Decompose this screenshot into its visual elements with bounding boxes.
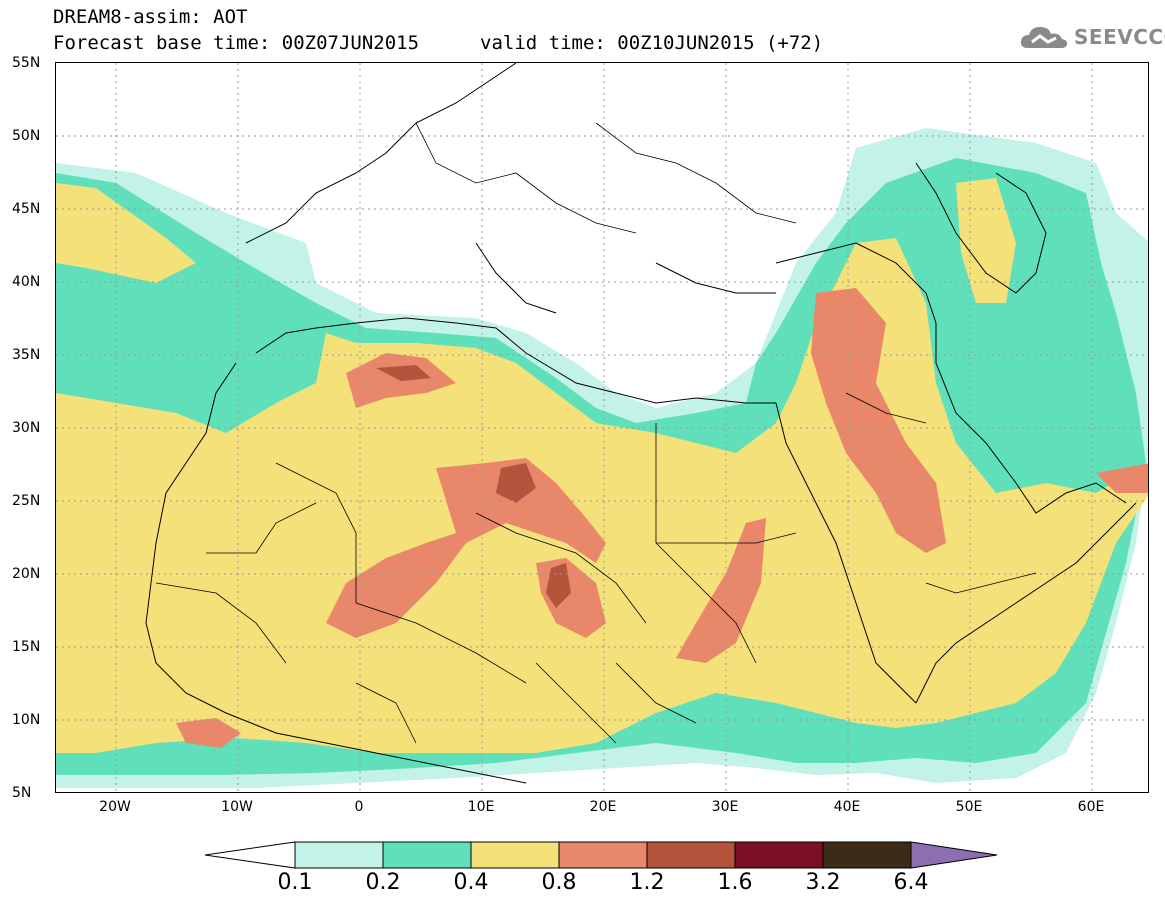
aot-field-1-2: [376, 365, 571, 608]
colorbar-segment-4: [558, 841, 648, 869]
legend-label-1-6: 1.6: [717, 870, 753, 895]
lat-label-30n: 30N: [12, 420, 41, 436]
lat-label-20n: 20N: [12, 566, 41, 582]
colorbar-segment-7: [822, 841, 912, 869]
colorbar-segment-1: [294, 841, 384, 869]
legend-label-0-8: 0.8: [541, 870, 577, 895]
legend-label-1-2: 1.2: [629, 870, 665, 895]
legend-label-3-2: 3.2: [805, 870, 841, 895]
lon-label-30e: 30E: [711, 799, 739, 815]
lon-label-40e: 40E: [833, 799, 861, 815]
colorbar-segment-2: [382, 841, 472, 869]
logo-text: SEEVCCC: [1074, 25, 1165, 49]
legend-label-0-2: 0.2: [365, 870, 401, 895]
lat-label-25n: 25N: [12, 493, 41, 509]
lat-label-40n: 40N: [12, 274, 41, 290]
lat-label-15n: 15N: [12, 639, 41, 655]
lon-label-20w: 20W: [99, 799, 131, 815]
valid-time: valid time: 00Z10JUN2015 (+72): [480, 32, 824, 54]
coastlines: [145, 63, 1137, 784]
aot-field-0-8: [176, 288, 1148, 748]
cloud-icon: [1020, 27, 1068, 48]
aot-map: [55, 62, 1149, 793]
legend-label-0-1: 0.1: [277, 870, 313, 895]
colorbar-segment-6: [734, 841, 824, 869]
seevccc-logo: SEEVCCC: [1018, 22, 1165, 52]
colorbar-segment-below: [205, 841, 296, 869]
map-title: DREAM8-assim: AOT: [53, 6, 248, 28]
forecast-base-time: Forecast base time: 00Z07JUN2015: [53, 32, 420, 54]
lon-label-20e: 20E: [589, 799, 617, 815]
lat-label-50n: 50N: [12, 128, 41, 144]
map-canvas: [56, 63, 1148, 792]
graticule: [56, 63, 1148, 792]
lat-label-10n: 10N: [12, 712, 41, 728]
lon-label-10e: 10E: [467, 799, 495, 815]
colorbar-segment-5: [646, 841, 736, 869]
lon-label-60e: 60E: [1077, 799, 1105, 815]
lat-label-55n: 55N: [12, 55, 41, 71]
lon-label-50e: 50E: [955, 799, 983, 815]
legend-label-0-4: 0.4: [453, 870, 489, 895]
aot-colorbar: [205, 841, 998, 869]
lat-label-35n: 35N: [12, 347, 41, 363]
legend-label-6-4: 6.4: [893, 870, 929, 895]
lon-label-0: 0: [354, 799, 364, 815]
lat-label-45n: 45N: [12, 201, 41, 217]
lat-label-5n: 5N: [12, 785, 32, 801]
colorbar-segment-3: [470, 841, 560, 869]
colorbar-segment-above: [910, 841, 998, 869]
country-borders: [155, 122, 1037, 744]
lon-label-10w: 10W: [221, 799, 253, 815]
